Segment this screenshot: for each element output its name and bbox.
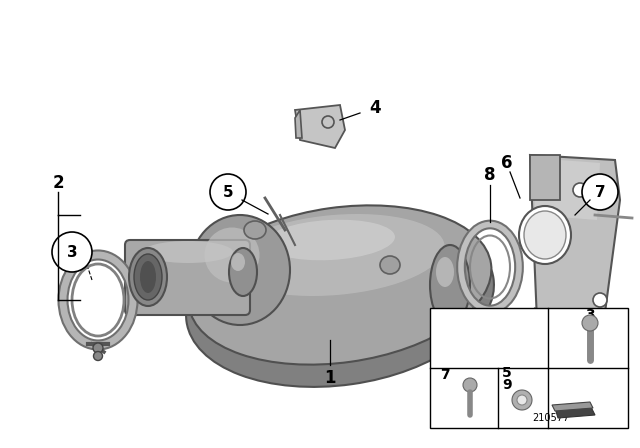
Circle shape: [52, 232, 92, 272]
Circle shape: [463, 378, 477, 392]
Circle shape: [210, 174, 246, 210]
Circle shape: [93, 343, 103, 353]
Text: 5: 5: [502, 366, 512, 380]
Ellipse shape: [430, 245, 470, 325]
Ellipse shape: [186, 213, 494, 387]
Polygon shape: [295, 105, 345, 148]
Ellipse shape: [229, 248, 257, 296]
Ellipse shape: [225, 214, 445, 296]
Circle shape: [93, 352, 102, 361]
Ellipse shape: [134, 254, 162, 300]
Circle shape: [582, 315, 598, 331]
Ellipse shape: [524, 211, 566, 259]
Circle shape: [593, 293, 607, 307]
FancyBboxPatch shape: [430, 308, 628, 428]
Text: 5: 5: [223, 185, 234, 199]
Text: 9: 9: [502, 378, 512, 392]
Ellipse shape: [143, 241, 233, 263]
Text: 8: 8: [484, 166, 496, 184]
Ellipse shape: [244, 221, 266, 239]
Polygon shape: [555, 405, 595, 418]
Text: 9: 9: [520, 320, 531, 336]
Text: 7: 7: [440, 368, 450, 382]
Text: 3: 3: [67, 245, 77, 259]
Ellipse shape: [231, 253, 245, 271]
Polygon shape: [552, 402, 593, 411]
Polygon shape: [530, 155, 620, 350]
Polygon shape: [295, 110, 302, 138]
Ellipse shape: [265, 220, 395, 260]
Text: 4: 4: [369, 99, 381, 117]
Circle shape: [549, 324, 561, 336]
Circle shape: [582, 174, 618, 210]
Ellipse shape: [205, 228, 259, 283]
Polygon shape: [533, 158, 600, 220]
Ellipse shape: [189, 205, 492, 365]
Ellipse shape: [140, 261, 156, 293]
Ellipse shape: [436, 257, 454, 287]
Text: 2: 2: [52, 174, 64, 192]
Text: 1: 1: [324, 369, 336, 387]
Circle shape: [512, 390, 532, 410]
Text: 7: 7: [595, 185, 605, 199]
Circle shape: [517, 395, 527, 405]
Text: 210577: 210577: [532, 413, 569, 422]
Ellipse shape: [129, 248, 167, 306]
Ellipse shape: [519, 206, 571, 264]
Text: 3: 3: [585, 308, 595, 322]
Ellipse shape: [380, 256, 400, 274]
Polygon shape: [530, 155, 560, 200]
FancyBboxPatch shape: [125, 240, 250, 315]
Text: 6: 6: [501, 154, 513, 172]
Circle shape: [573, 183, 587, 197]
Circle shape: [507, 310, 543, 346]
Ellipse shape: [190, 215, 290, 325]
